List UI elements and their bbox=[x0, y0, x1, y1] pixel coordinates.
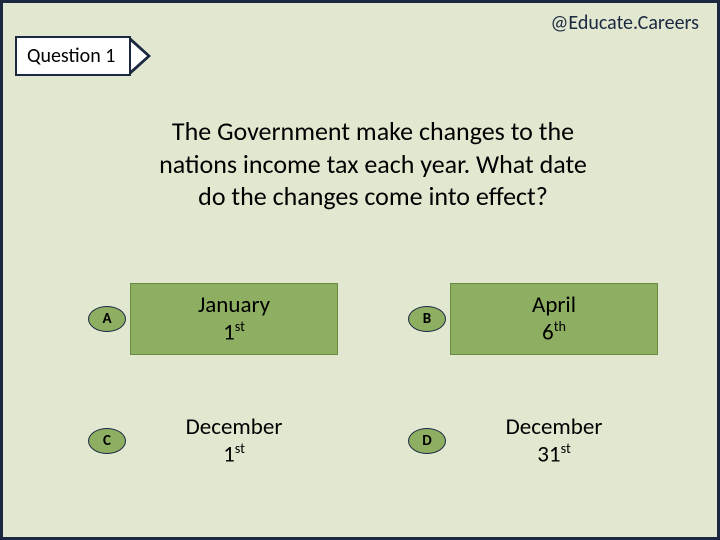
question-badge: Question 1 bbox=[15, 31, 165, 81]
option-letter: C bbox=[88, 428, 126, 454]
question-text: The Government make changes to the natio… bbox=[143, 115, 603, 213]
option-d[interactable]: D December 31st bbox=[408, 405, 658, 477]
arrow-right-icon bbox=[129, 36, 151, 76]
question-number: Question 1 bbox=[15, 36, 131, 76]
option-letter: B bbox=[408, 306, 446, 332]
option-label: December 1st bbox=[130, 405, 338, 477]
brand-handle: @Educate.Careers bbox=[551, 11, 699, 35]
option-letter: D bbox=[408, 428, 446, 454]
option-label: December 31st bbox=[450, 405, 658, 477]
option-label: April 6th bbox=[450, 283, 658, 355]
option-b[interactable]: B April 6th bbox=[408, 283, 658, 355]
option-label: January 1st bbox=[130, 283, 338, 355]
option-a[interactable]: A January 1st bbox=[88, 283, 338, 355]
options-grid: A January 1st B April 6th C December 1st… bbox=[88, 283, 658, 477]
option-letter: A bbox=[88, 306, 126, 332]
option-c[interactable]: C December 1st bbox=[88, 405, 338, 477]
